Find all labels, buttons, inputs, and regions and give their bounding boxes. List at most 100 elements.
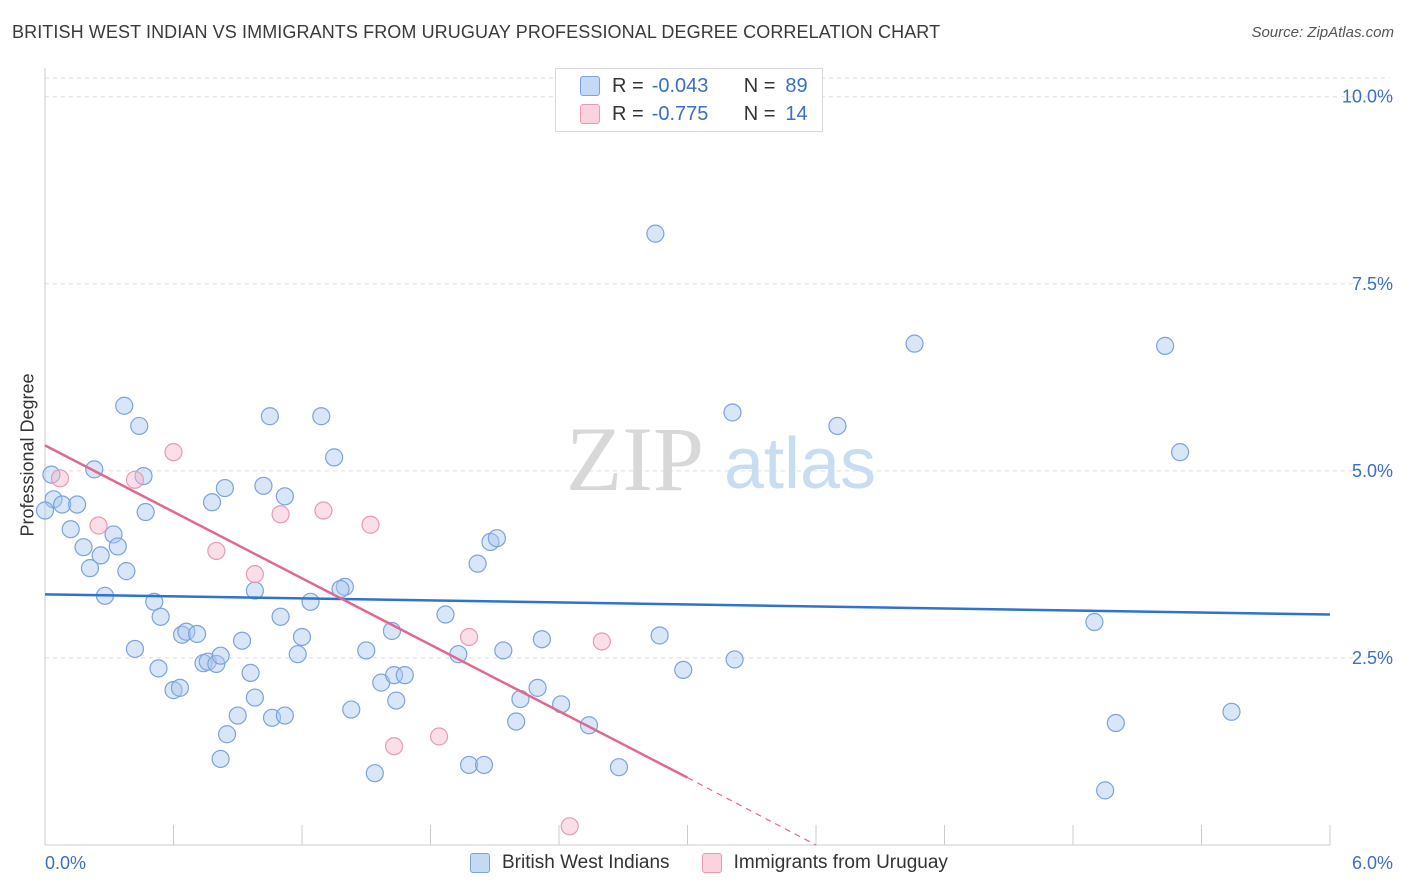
data-point-immigrants-from-uruguay	[245, 565, 264, 584]
data-point-british-west-indians	[211, 749, 230, 769]
data-point-immigrants-from-uruguay	[314, 501, 333, 520]
y-tick-label: 7.5%	[1352, 274, 1393, 294]
correlation-legend: R = -0.043 N = 89 R = -0.775 N = 14	[555, 68, 823, 132]
data-point-british-west-indians	[217, 725, 237, 744]
legend-item-immigrants-from-uruguay: Immigrants from Uruguay	[701, 852, 948, 874]
data-point-british-west-indians	[905, 334, 924, 353]
data-point-british-west-indians	[53, 495, 72, 514]
data-point-british-west-indians	[384, 666, 404, 685]
data-point-british-west-indians	[271, 607, 290, 626]
legend-label: Immigrants from Uruguay	[733, 852, 948, 873]
data-point-british-west-indians	[646, 224, 665, 243]
data-point-british-west-indians	[828, 416, 847, 436]
data-point-british-west-indians	[215, 478, 234, 498]
data-point-british-west-indians	[74, 538, 93, 557]
data-point-british-west-indians	[723, 403, 742, 422]
data-point-british-west-indians	[61, 520, 80, 539]
data-point-british-west-indians	[275, 487, 294, 506]
data-point-british-west-indians	[1170, 443, 1190, 462]
legend-n-label: N =	[743, 74, 776, 97]
data-point-immigrants-from-uruguay	[207, 541, 226, 561]
data-point-british-west-indians	[325, 448, 344, 467]
legend-n-value: 14	[785, 102, 808, 125]
data-point-british-west-indians	[207, 654, 226, 674]
legend-row-blue: R = -0.043 N = 89	[580, 74, 808, 98]
data-point-british-west-indians	[177, 622, 196, 641]
data-point-british-west-indians	[232, 631, 252, 650]
axes	[44, 68, 1331, 846]
legend-r-value: -0.043	[651, 74, 709, 97]
data-point-british-west-indians	[459, 755, 479, 775]
data-point-british-west-indians	[254, 476, 273, 495]
data-point-british-west-indians	[436, 605, 455, 624]
data-point-immigrants-from-uruguay	[384, 737, 404, 756]
data-point-british-west-indians	[260, 407, 279, 426]
x-tick-label: 0.0%	[45, 853, 86, 873]
data-point-british-west-indians	[365, 764, 384, 783]
data-point-british-west-indians	[104, 525, 123, 544]
data-point-immigrants-from-uruguay	[560, 817, 579, 836]
data-point-immigrants-from-uruguay	[459, 627, 479, 647]
data-point-british-west-indians	[80, 559, 100, 578]
data-point-british-west-indians	[211, 646, 230, 665]
data-point-british-west-indians	[532, 630, 551, 649]
y-tick-label: 2.5%	[1352, 648, 1393, 668]
x-tick-label: 6.0%	[1352, 853, 1393, 873]
chart-title: BRITISH WEST INDIAN VS IMMIGRANTS FROM U…	[12, 22, 941, 42]
data-point-british-west-indians	[579, 716, 599, 735]
trend-lines	[44, 444, 1331, 846]
trendline-extension-immigrants-from-uruguay	[687, 777, 817, 846]
watermark: ZIP atlas	[566, 408, 876, 510]
legend-row-pink: R = -0.775 N = 14	[580, 102, 808, 126]
y-tick-label: 10.0%	[1342, 87, 1393, 107]
data-point-british-west-indians	[288, 645, 307, 664]
data-point-british-west-indians	[115, 396, 134, 415]
data-point-british-west-indians	[1155, 336, 1175, 355]
data-point-immigrants-from-uruguay	[125, 470, 145, 489]
data-point-immigrants-from-uruguay	[592, 632, 611, 651]
data-point-british-west-indians	[487, 529, 506, 548]
data-point-british-west-indians	[1106, 713, 1125, 733]
legend-n-label: N =	[743, 102, 776, 125]
data-point-british-west-indians	[474, 755, 494, 775]
trendline-british-west-indians	[44, 593, 1331, 616]
data-point-british-west-indians	[187, 624, 207, 644]
data-point-immigrants-from-uruguay	[50, 469, 70, 488]
trendline-immigrants-from-uruguay	[44, 444, 689, 779]
data-point-immigrants-from-uruguay	[361, 515, 380, 534]
data-point-immigrants-from-uruguay	[271, 505, 290, 524]
legend-swatch-pink	[580, 104, 600, 124]
legend-r-label: R =	[612, 102, 644, 125]
data-point-british-west-indians	[292, 627, 312, 647]
data-point-british-west-indians	[395, 666, 414, 685]
data-point-british-west-indians	[145, 592, 164, 611]
data-point-british-west-indians	[275, 706, 294, 725]
source-credit: Source: ZipAtlas.com	[1251, 24, 1394, 41]
data-point-british-west-indians	[387, 691, 406, 710]
data-point-british-west-indians	[528, 678, 547, 697]
data-point-british-west-indians	[35, 501, 55, 520]
legend-r-value: -0.775	[651, 102, 709, 125]
data-point-immigrants-from-uruguay	[89, 516, 108, 535]
series-british-west-indians	[35, 224, 1241, 800]
data-point-british-west-indians	[1096, 781, 1115, 800]
data-point-british-west-indians	[1085, 612, 1104, 632]
legend-item-british-west-indians: British West Indians	[470, 852, 670, 874]
series-immigrants-from-uruguay	[50, 443, 611, 836]
data-point-british-west-indians	[151, 607, 170, 626]
legend-label: British West Indians	[502, 852, 670, 873]
legend-n-value: 89	[785, 74, 808, 97]
watermark-atlas: atlas	[724, 424, 876, 504]
data-point-immigrants-from-uruguay	[164, 443, 183, 462]
data-point-british-west-indians	[170, 678, 190, 697]
data-point-british-west-indians	[149, 659, 168, 678]
data-point-british-west-indians	[650, 626, 669, 645]
legend-swatch-blue	[470, 853, 490, 873]
data-point-british-west-indians	[1222, 702, 1241, 721]
data-point-british-west-indians	[507, 712, 526, 731]
data-point-british-west-indians	[125, 639, 145, 659]
data-point-british-west-indians	[609, 758, 629, 777]
data-point-british-west-indians	[202, 493, 222, 512]
data-point-british-west-indians	[674, 660, 693, 679]
